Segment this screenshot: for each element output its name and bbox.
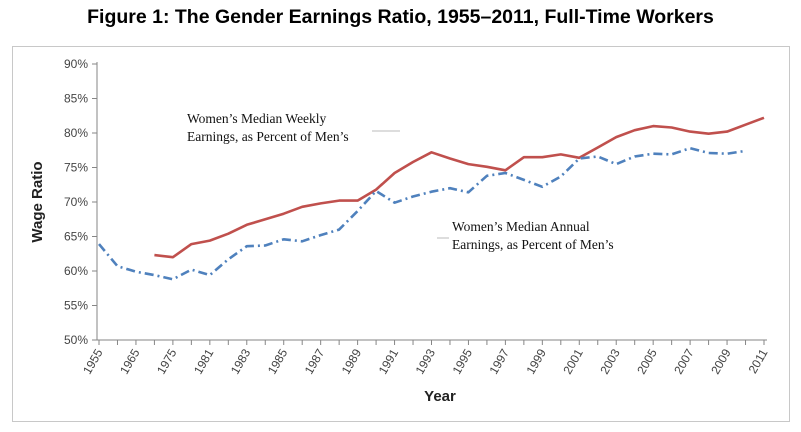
x-axis-title: Year bbox=[424, 388, 456, 405]
y-tick-label: 90% bbox=[64, 57, 88, 71]
x-tick-label: 1991 bbox=[376, 346, 402, 376]
y-tick-label: 70% bbox=[64, 195, 88, 209]
y-tick-label: 55% bbox=[64, 299, 88, 313]
chart-frame bbox=[12, 46, 790, 422]
y-tick-label: 50% bbox=[64, 333, 88, 347]
x-tick-label: 2003 bbox=[597, 346, 623, 376]
weekly-series-annotation: Earnings, as Percent of Men’s bbox=[187, 129, 349, 144]
weekly-earnings-series-line bbox=[154, 116, 765, 259]
x-tick-label: 1981 bbox=[191, 346, 217, 376]
x-tick-label: 2009 bbox=[708, 346, 734, 376]
chart-title: Figure 1: The Gender Earnings Ratio, 195… bbox=[87, 6, 714, 28]
x-tick-label: 1989 bbox=[339, 346, 365, 376]
annual-earnings-series-line bbox=[98, 146, 746, 281]
x-tick-label: 1983 bbox=[228, 346, 254, 376]
y-tick-label: 85% bbox=[64, 92, 88, 106]
y-tick-label: 65% bbox=[64, 230, 88, 244]
annual-series-annotation: Earnings, as Percent of Men’s bbox=[452, 237, 614, 252]
x-tick-label: 1995 bbox=[450, 346, 476, 376]
x-tick-label: 2011 bbox=[746, 346, 771, 376]
x-tick-label: 1975 bbox=[154, 346, 180, 376]
x-tick-label: 1987 bbox=[302, 346, 328, 376]
y-tick-label: 80% bbox=[64, 126, 88, 140]
y-axis-title: Wage Ratio bbox=[29, 161, 46, 242]
weekly-series-annotation: Women’s Median Weekly bbox=[187, 111, 327, 126]
x-tick-label: 1965 bbox=[117, 346, 143, 376]
x-tick-label: 1993 bbox=[413, 346, 439, 376]
x-tick-label: 2005 bbox=[634, 346, 660, 376]
x-tick-label: 1997 bbox=[487, 346, 513, 376]
x-tick-label: 1999 bbox=[523, 346, 549, 376]
x-tick-label: 1955 bbox=[80, 346, 106, 376]
annual-series-annotation: Women’s Median Annual bbox=[452, 219, 590, 234]
x-tick-label: 2001 bbox=[560, 346, 586, 376]
x-tick-label: 1985 bbox=[265, 346, 291, 376]
y-tick-label: 75% bbox=[64, 161, 88, 175]
y-tick-label: 60% bbox=[64, 264, 88, 278]
x-tick-label: 2007 bbox=[671, 346, 697, 376]
